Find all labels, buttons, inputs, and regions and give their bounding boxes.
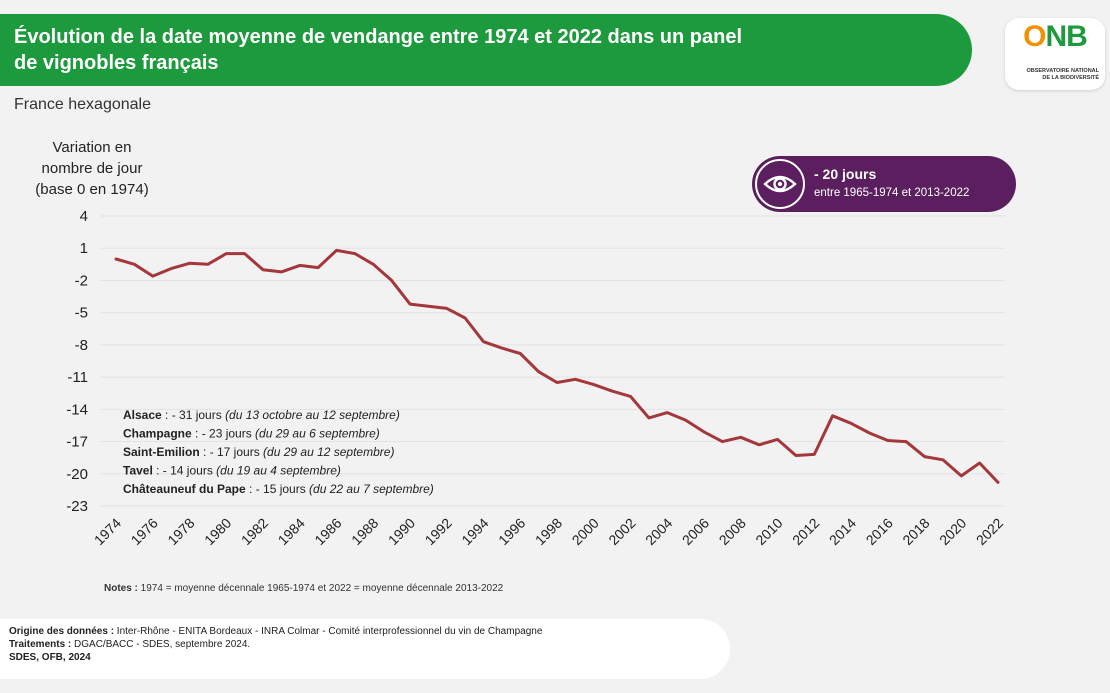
y-tick-label: 4 (80, 208, 88, 225)
credit-line: SDES, OFB, 2024 (9, 652, 91, 663)
x-tick-label: 1978 (164, 515, 197, 548)
x-tick-label: 1994 (458, 515, 491, 548)
x-tick-label: 1998 (532, 515, 565, 548)
series-line (114, 248, 1000, 484)
x-tick-label: 1996 (495, 515, 528, 548)
x-tick-label: 2014 (826, 515, 859, 548)
x-tick-label: 1992 (422, 515, 455, 548)
y-axis-label-line-2: nombre de jour (41, 160, 143, 177)
y-tick-label: -23 (66, 498, 88, 515)
x-tick-label: 1990 (385, 515, 418, 548)
x-tick-label: 2006 (679, 515, 712, 548)
summary-badge: - 20 jours entre 1965-1974 et 2013-2022 (752, 156, 1016, 212)
y-tick-label: -20 (66, 466, 88, 483)
title-banner: Évolution de la date moyenne de vendange… (0, 14, 972, 86)
x-tick-label: 2018 (899, 515, 932, 548)
y-axis-label: Variation en nombre de jour (base 0 en 1… (22, 137, 162, 200)
y-tick-label: 1 (80, 240, 88, 257)
y-tick-label: -2 (75, 272, 88, 289)
x-tick-label: 1986 (311, 515, 344, 548)
x-tick-label: 2002 (605, 515, 638, 548)
subtitle: France hexagonale (14, 96, 151, 113)
x-tick-label: 2008 (716, 515, 749, 548)
x-tick-label: 2022 (973, 515, 1006, 548)
x-tick-label: 1976 (128, 515, 161, 548)
logo-text-1: OBSERVATOIRE NATIONAL (1026, 68, 1099, 74)
x-tick-label: 1980 (201, 515, 234, 548)
x-tick-label: 2016 (863, 515, 896, 548)
badge-value: - 20 jours (814, 166, 877, 182)
y-axis-label-line-1: Variation en (52, 139, 132, 156)
x-tick-label: 1984 (275, 515, 308, 548)
y-tick-label: -5 (75, 305, 88, 322)
eye-icon (755, 159, 805, 209)
logo-mark: ONB (1023, 20, 1088, 53)
logo-text-2: DE LA BIODIVERSITÉ (1042, 75, 1099, 81)
title-line-2: de vignobles français (14, 52, 219, 74)
x-tick-label: 2020 (936, 515, 969, 548)
footer-sources: Origine des données : Inter-Rhône - ENIT… (0, 619, 730, 679)
y-tick-label: -11 (67, 369, 88, 386)
y-tick-label: -17 (66, 434, 88, 451)
treatment-line: Traitements : DGAC/BACC - SDES, septembr… (9, 639, 251, 650)
x-tick-label: 2010 (752, 515, 785, 548)
x-tick-label: 1988 (348, 515, 381, 548)
annotation-row: Alsace : - 31 jours (du 13 octobre au 12… (123, 408, 400, 422)
annotation-row: Tavel : - 14 jours (du 19 au 4 septembre… (123, 464, 341, 478)
annotation-row: Châteauneuf du Pape : - 15 jours (du 22 … (123, 482, 434, 496)
annotation-row: Champagne : - 23 jours (du 29 au 6 septe… (123, 427, 380, 441)
y-tick-label: -8 (75, 337, 88, 354)
y-tick-label: -14 (66, 401, 88, 418)
onb-logo: ONB OBSERVATOIRE NATIONAL DE LA BIODIVER… (1005, 18, 1105, 90)
x-tick-label: 1982 (238, 515, 271, 548)
title-line-1: Évolution de la date moyenne de vendange… (14, 26, 743, 48)
badge-description: entre 1965-1974 et 2013-2022 (814, 187, 970, 199)
notes: Notes : 1974 = moyenne décennale 1965-19… (104, 583, 504, 594)
annotation-row: Saint-Emilion : - 17 jours (du 29 au 12 … (123, 445, 394, 459)
source-line: Origine des données : Inter-Rhône - ENIT… (9, 626, 543, 637)
chart-title: Évolution de la date moyenne de vendange… (14, 24, 914, 76)
x-tick-label: 1974 (91, 515, 124, 548)
x-tick-label: 2012 (789, 515, 822, 548)
x-tick-label: 2000 (569, 515, 602, 548)
x-tick-label: 2004 (642, 515, 675, 548)
y-axis-label-line-3: (base 0 en 1974) (35, 181, 149, 198)
